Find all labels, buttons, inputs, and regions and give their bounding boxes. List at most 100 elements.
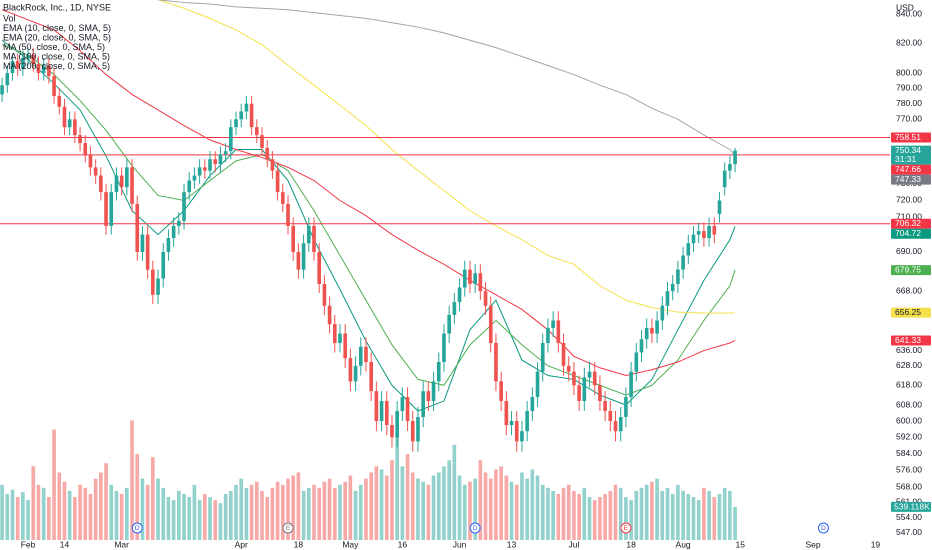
candle-body <box>488 305 493 343</box>
volume-bar <box>431 475 436 540</box>
volume-bar <box>332 487 337 540</box>
candle-body <box>707 225 711 239</box>
volume-bar <box>514 484 519 540</box>
volume-bar <box>416 478 420 540</box>
candle-body <box>717 200 722 215</box>
candle-body <box>572 371 576 386</box>
volume-bar <box>442 466 446 540</box>
candle-body <box>109 192 114 226</box>
candle-body <box>145 234 150 270</box>
candle-body <box>535 371 540 398</box>
volume-bar <box>660 490 665 540</box>
y-tick-label: 561.00 <box>896 497 922 507</box>
volume-bar <box>114 490 119 540</box>
candle-body <box>613 421 618 432</box>
volume-bar <box>249 484 254 540</box>
candle-body <box>10 61 15 74</box>
volume-bar <box>535 475 540 540</box>
volume-bar <box>192 484 197 540</box>
candle-body <box>218 154 223 165</box>
volume-bar <box>36 484 41 540</box>
volume-bar <box>203 493 207 540</box>
candle-body <box>26 55 30 59</box>
volume-bar <box>234 484 238 540</box>
candle-body <box>436 362 441 382</box>
candle-body <box>21 58 25 69</box>
volume-bar <box>197 500 202 540</box>
volume-bar <box>52 429 56 540</box>
event-label: D <box>473 525 478 532</box>
candle-body <box>696 231 701 235</box>
volume-bar <box>525 478 529 540</box>
volume-bar <box>530 469 535 540</box>
volume-bar <box>364 478 368 540</box>
candle-body <box>655 320 659 334</box>
volume-bar <box>270 487 275 540</box>
volume-bar <box>592 500 597 540</box>
candle-body <box>317 251 322 284</box>
y-tick-label: 600.00 <box>896 415 922 425</box>
volume-bar <box>728 490 732 540</box>
volume-bar <box>696 500 701 540</box>
volume-bar <box>540 484 545 540</box>
volume-bar <box>629 500 633 540</box>
legend: BlackRock, Inc., 1D, NYSE Vol EMA (10, c… <box>3 2 111 71</box>
candle-body <box>296 251 301 270</box>
volume-bar <box>582 487 587 540</box>
volume-bar <box>702 487 706 540</box>
event-label: D <box>135 525 140 532</box>
volume-bar <box>488 478 493 540</box>
currency: USD <box>896 2 914 12</box>
countdown-label: 31:31 <box>895 154 917 164</box>
volume-bar <box>733 506 737 540</box>
volume-bar <box>343 481 348 540</box>
event-label: D <box>821 525 826 532</box>
volume-bar <box>135 454 140 540</box>
candle-body <box>540 342 545 372</box>
volume-bar <box>655 478 659 540</box>
symbol-title: BlackRock, Inc., 1D, NYSE <box>3 2 111 12</box>
candle-body <box>62 106 67 128</box>
volume-bar <box>566 484 571 540</box>
price-label: 656.25 <box>895 307 921 317</box>
legend-entry: MA (100, close, 0, SMA, 5) <box>3 51 110 61</box>
candle-body <box>135 203 140 252</box>
candle-body <box>603 401 607 411</box>
price-label-box <box>891 174 931 185</box>
candle-body <box>577 385 581 402</box>
candle-body <box>416 417 420 442</box>
volume-bar <box>483 472 488 540</box>
candle-body <box>322 283 327 306</box>
event-marker <box>817 522 829 534</box>
volume-bar <box>457 475 462 540</box>
event-label: E <box>624 525 629 532</box>
y-tick-label: 568.00 <box>896 482 922 492</box>
volume-bar <box>436 472 441 540</box>
y-tick-label: 554.00 <box>896 512 922 522</box>
volume-bar <box>676 484 680 540</box>
candle-body <box>608 410 613 422</box>
x-tick-label: 16 <box>398 539 408 549</box>
candle-body <box>228 127 233 152</box>
volume-bar <box>21 492 25 540</box>
price-label-box <box>891 307 931 318</box>
candle-body <box>624 397 628 418</box>
x-tick-label: Aug <box>676 539 691 549</box>
candle-body <box>197 167 202 176</box>
candle-body <box>650 327 654 334</box>
event-marker <box>620 522 632 534</box>
volume-bar <box>301 490 306 540</box>
volume-bar <box>707 490 711 540</box>
candle-body <box>249 103 254 128</box>
candle-body <box>67 119 72 128</box>
event-marker <box>282 522 294 534</box>
volume-bar <box>712 497 717 540</box>
candle-body <box>660 305 665 321</box>
volume-bar <box>182 493 186 540</box>
volume-bar <box>26 500 30 540</box>
event-marker <box>131 522 143 534</box>
volume-bar <box>177 490 181 540</box>
candle-body <box>457 287 462 303</box>
candle-body <box>566 365 571 372</box>
y-tick-label: 690.00 <box>896 246 922 256</box>
